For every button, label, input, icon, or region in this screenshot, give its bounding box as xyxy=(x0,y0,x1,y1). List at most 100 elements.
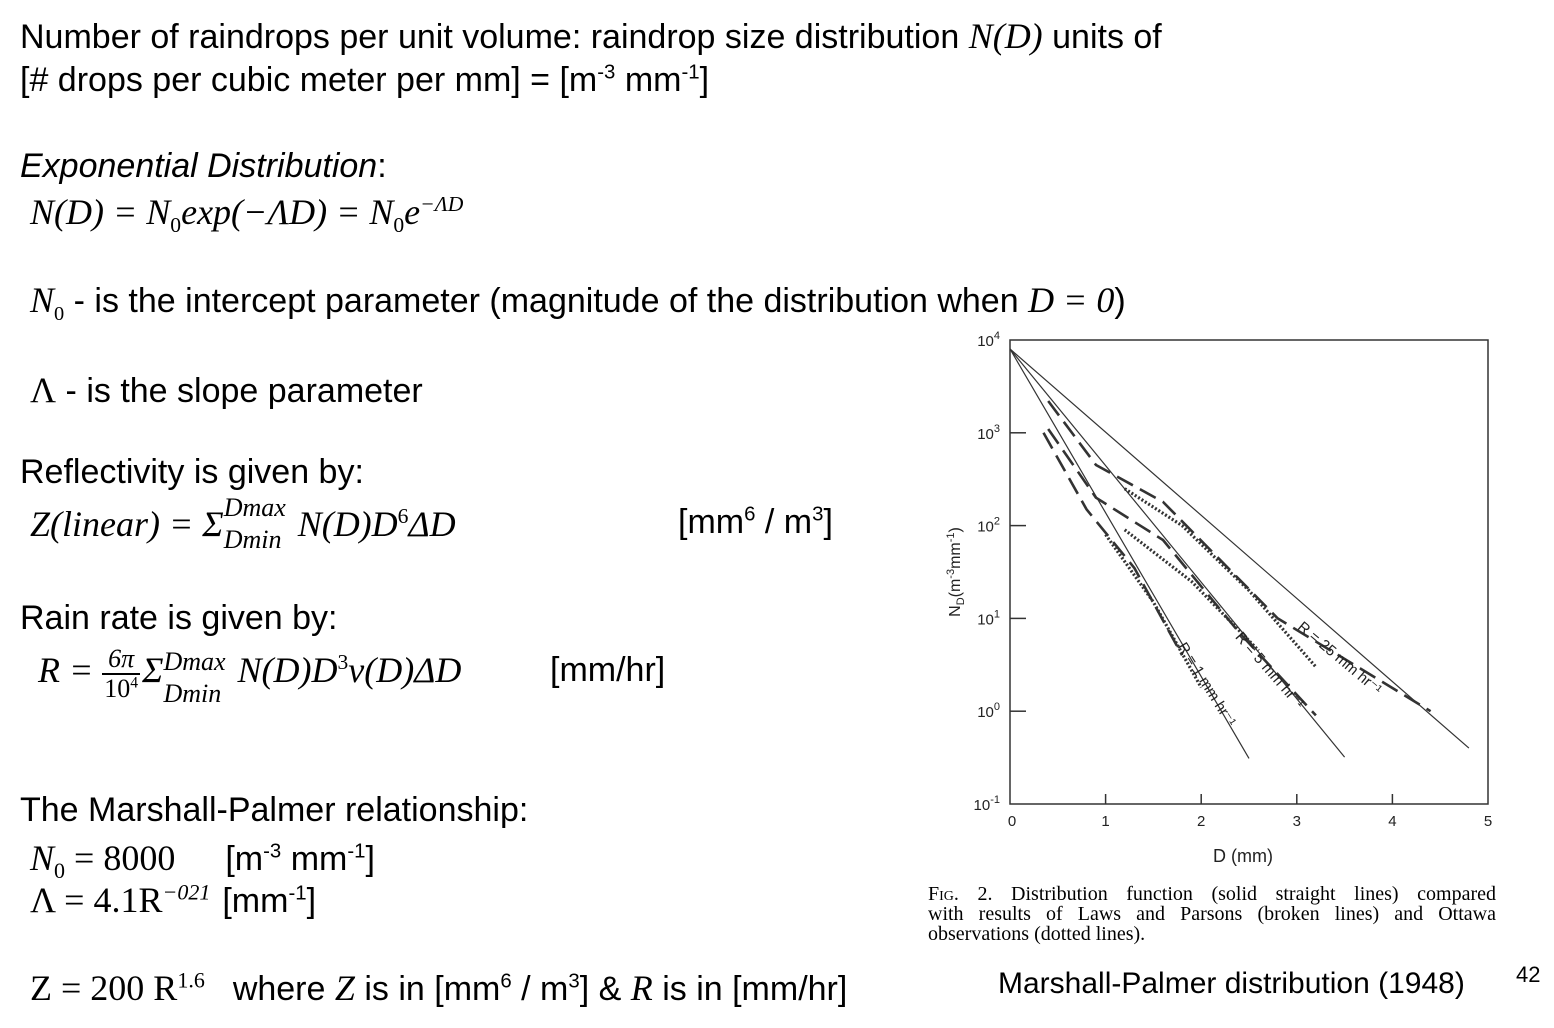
mp-lambda-units-a: [mm xyxy=(222,882,289,920)
x-tick-label: 1 xyxy=(1101,813,1109,830)
series-line-solid-2 xyxy=(1009,348,1250,759)
mp-lambda-units-sup: -1 xyxy=(288,882,307,905)
lambda-text: - is the slope parameter xyxy=(56,372,423,410)
caption-fig: Fig. xyxy=(928,883,959,905)
series-line-solid-1 xyxy=(1009,348,1346,758)
lambda-definition: Λ - is the slope parameter xyxy=(30,370,423,411)
y-tick-label: 102 xyxy=(977,516,1000,536)
mp-n0-value: = 8000 xyxy=(65,838,176,878)
caption-line-1: Fig. 2. Distribution function (solid str… xyxy=(928,884,1496,904)
frac-numerator: 6π xyxy=(102,644,141,675)
zr-text-a: where xyxy=(232,970,335,1008)
rainrate-sigma: Σ xyxy=(142,650,164,690)
caption-rest-1: 2. Distribution function (solid straight… xyxy=(958,883,1496,905)
mp-lambda-units-c: ] xyxy=(306,882,317,920)
n0-symbol: N xyxy=(30,280,55,320)
n0-close: ) xyxy=(1114,282,1126,320)
mp-n0-units-b: mm xyxy=(281,840,348,878)
ref-units-b: / m xyxy=(755,503,813,541)
units-text-a: [# drops per cubic meter per mm] = [m xyxy=(20,61,598,99)
zr-z: Z xyxy=(334,968,355,1008)
formula-sub-2: 0 xyxy=(393,213,405,238)
exponential-colon: : xyxy=(377,147,387,185)
mp-n0-symbol: N xyxy=(30,838,55,878)
exponential-formula: N(D) = N0exp(−ΛD) = N0e−ΛD xyxy=(30,190,464,238)
sum-upper: Dmax xyxy=(163,647,226,676)
ref-units-c: ] xyxy=(823,503,833,541)
rainrate-sum-limits: Dmax Dmin xyxy=(164,646,238,708)
zr-exponent: 1.6 xyxy=(177,967,205,993)
exponential-heading-text: Exponential Distribution xyxy=(20,147,378,185)
nd-symbol: N(D) xyxy=(968,16,1043,56)
mp-n0-units-a: [m xyxy=(225,840,264,878)
y-tick-label: 101 xyxy=(977,608,1000,628)
reflectivity-lhs: Z(linear) = Σ xyxy=(30,504,224,544)
rainrate-units: [mm/hr] xyxy=(550,651,666,689)
zr-text-b: is in [mm xyxy=(354,970,501,1008)
sum-lower: Dmin xyxy=(223,525,282,554)
y-tick-label: 104 xyxy=(977,330,1000,350)
units-text-c: ] xyxy=(699,61,710,99)
curve-label: R = 1 mm hr⁻¹ xyxy=(1174,639,1239,729)
reflectivity-heading: Reflectivity is given by: xyxy=(20,453,364,491)
ref-units-sup1: 6 xyxy=(744,503,756,526)
intro-text-a: Number of raindrops per unit volume: rai… xyxy=(20,18,969,56)
x-axis-label: D (mm) xyxy=(1213,846,1273,866)
sum-upper: Dmax xyxy=(223,493,286,522)
rainrate-rhs: N(D)D xyxy=(237,650,338,690)
y-tick-label: 10-1 xyxy=(974,794,1000,814)
reflectivity-sup: 6 xyxy=(397,504,409,528)
intro-text-b: units of xyxy=(1042,18,1162,56)
rainrate-lhs: R = xyxy=(38,650,94,690)
units-sup-2: -1 xyxy=(681,61,700,84)
formula-part-1: N(D) = N xyxy=(30,192,171,232)
frac-den-base: 10 xyxy=(104,673,131,703)
formula-exponent: −ΛD xyxy=(420,192,464,216)
zr-sup1: 6 xyxy=(500,970,512,993)
x-tick-label: 0 xyxy=(1008,813,1016,830)
zr-sup2: 3 xyxy=(568,970,580,993)
x-tick-label: 3 xyxy=(1293,813,1301,830)
y-axis-label: ND(m-3mm-1) xyxy=(945,527,967,617)
series-line-dotted-6 xyxy=(1123,487,1318,668)
source-label: Marshall-Palmer distribution (1948) xyxy=(998,967,1465,1000)
sum-lower: Dmin xyxy=(163,679,222,708)
mp-n0-line: N0 = 8000 [m-3 mm-1] xyxy=(30,838,375,881)
reflectivity-formula: Z(linear) = Σ Dmax Dmin N(D)D6ΔD xyxy=(30,493,456,554)
x-tick-label: 4 xyxy=(1388,813,1396,830)
zr-equation: Z = 200 R xyxy=(30,968,178,1008)
mp-lambda-line: Λ = 4.1R−021 [mm-1] xyxy=(30,880,316,921)
formula-e: e xyxy=(404,192,421,232)
reflectivity-sum-limits: Dmax Dmin xyxy=(224,493,298,554)
x-tick-label: 2 xyxy=(1197,813,1205,830)
zr-text-c: / m xyxy=(511,970,569,1008)
series-line-dashed-4 xyxy=(1047,428,1317,717)
ref-units-sup2: 3 xyxy=(812,503,824,526)
rainrate-velocity: v(D)ΔD xyxy=(348,650,462,690)
frac-den-sup: 4 xyxy=(130,674,139,692)
n0-text: - is the intercept parameter (magnitude … xyxy=(64,282,1029,320)
series-line-solid-0 xyxy=(1009,348,1470,749)
lambda-symbol: Λ xyxy=(30,370,57,410)
reflectivity-delta: ΔD xyxy=(408,504,456,544)
reflectivity-units: [mm6 / m3] xyxy=(678,502,833,542)
intro-line-2: [# drops per cubic meter per mm] = [m-3 … xyxy=(20,60,709,100)
mp-n0-units-sup1: -3 xyxy=(263,840,282,863)
mp-lambda-eq: Λ = 4.1R xyxy=(30,880,163,920)
caption-line-2: with results of Laws and Parsons (broken… xyxy=(928,903,1496,925)
frac-denominator: 104 xyxy=(102,673,140,703)
zr-text-e: is in [mm/hr] xyxy=(652,970,848,1008)
series-line-dashed-5 xyxy=(1042,432,1184,656)
y-tick-label: 100 xyxy=(977,701,1000,721)
zr-r: R xyxy=(630,968,653,1008)
mp-n0-sub: 0 xyxy=(54,857,66,883)
plot-frame xyxy=(1009,339,1489,805)
series-line-dotted-7 xyxy=(1123,528,1260,652)
zr-line: Z = 200 R1.6 where Z is in [mm6 / m3] & R… xyxy=(30,968,847,1009)
rainrate-sup: 3 xyxy=(337,650,349,674)
rainrate-formula: R = 6π 104 Σ Dmax Dmin N(D)D3v(D)ΔD xyxy=(38,640,462,708)
curve-label: R = 5 mm hr⁻¹ xyxy=(1232,629,1308,712)
units-text-b: mm xyxy=(615,61,682,99)
